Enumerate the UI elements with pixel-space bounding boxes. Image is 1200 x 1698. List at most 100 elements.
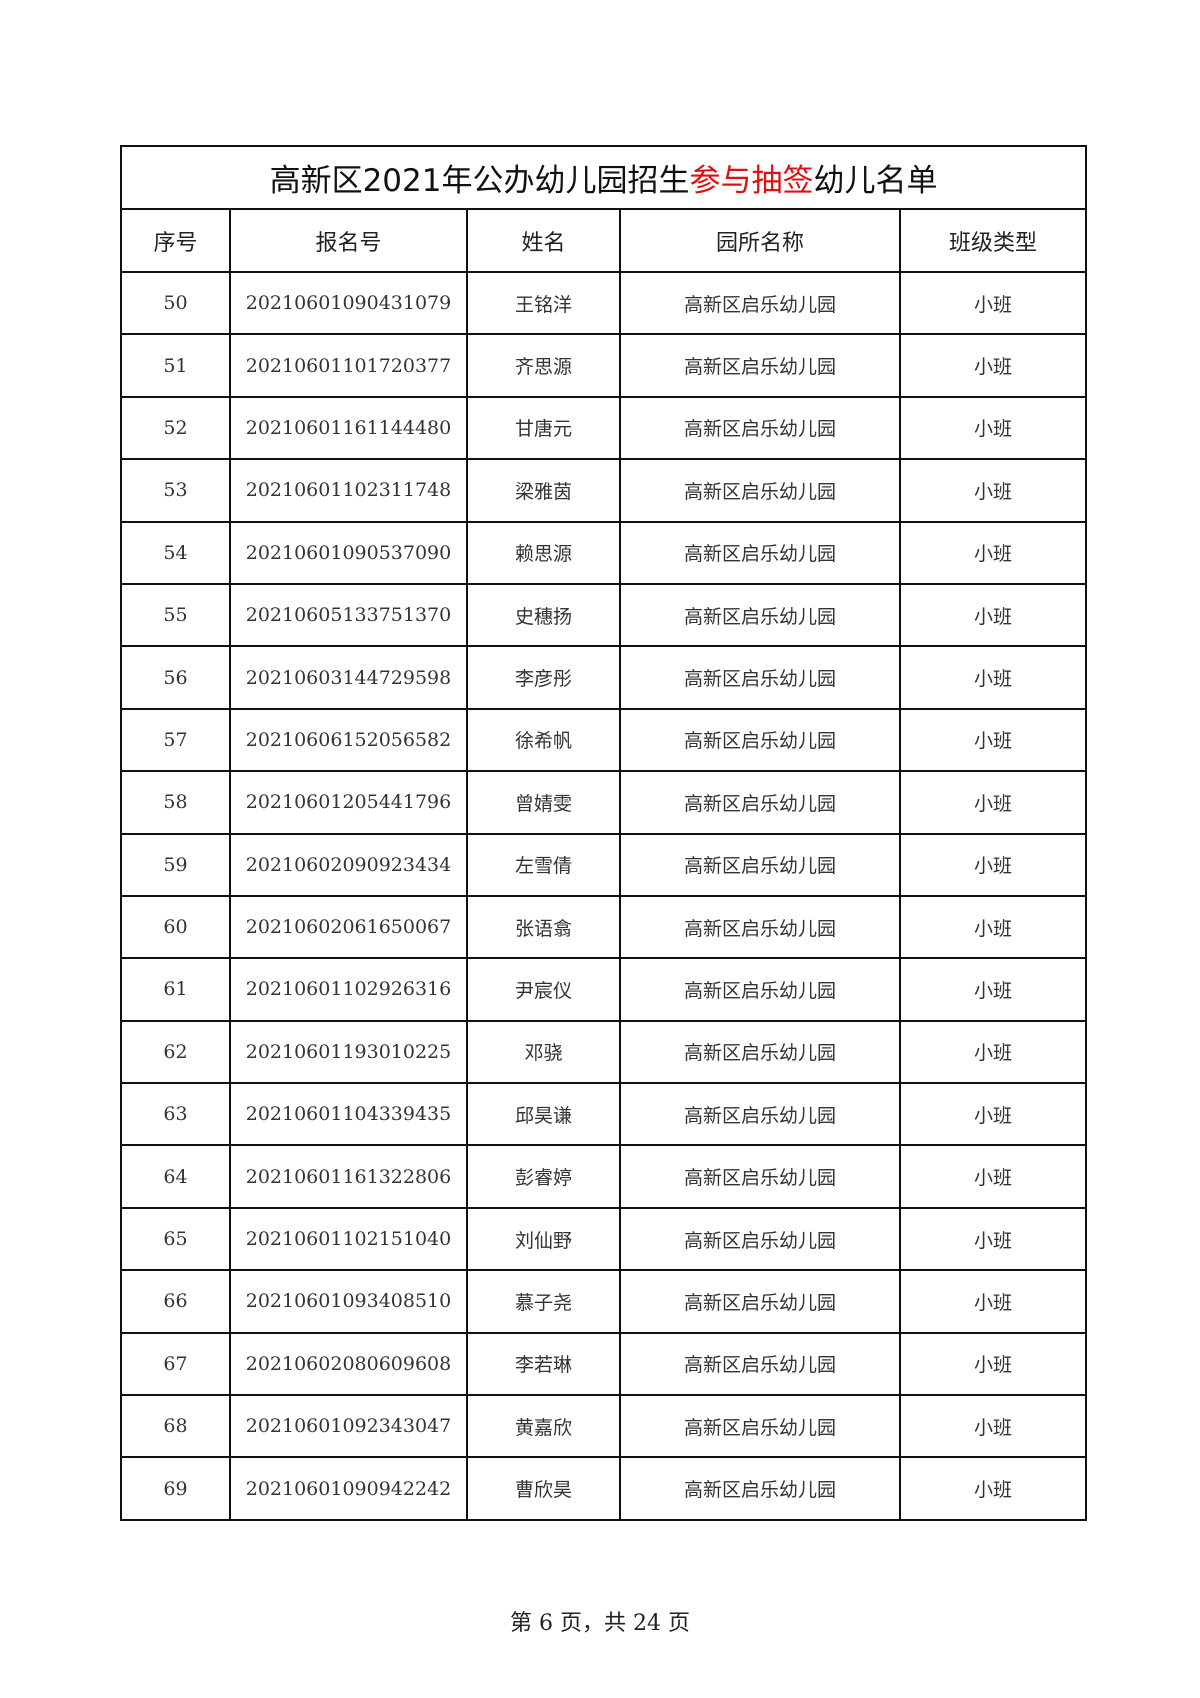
cell-reg-no: 20210601102926316 [229,957,468,1022]
cell-reg-no: 20210601101720377 [229,333,468,398]
cell-name: 赖思源 [466,520,621,585]
table-row: 59 20210602090923434 左雪倩 高新区启乐幼儿园 小班 [120,832,1088,897]
cell-index: 59 [120,832,231,897]
cell-kindergarten: 高新区启乐幼儿园 [619,1456,901,1521]
cell-class-type: 小班 [898,645,1088,710]
cell-index: 53 [120,458,231,523]
table-row: 53 20210601102311748 梁雅茵 高新区启乐幼儿园 小班 [120,458,1088,523]
cell-index: 65 [120,1206,231,1272]
cell-index: 54 [120,520,231,585]
cell-name: 彭睿婷 [466,1144,621,1209]
enrollment-table: 高新区2021年公办幼儿园招生参与抽签幼儿名单 序号 报名号 姓名 园所名称 班… [119,145,1088,1521]
cell-kindergarten: 高新区启乐幼儿园 [619,270,901,336]
cell-name: 尹宸仪 [466,957,621,1022]
cell-class-type: 小班 [898,894,1088,960]
table-row: 54 20210601090537090 赖思源 高新区启乐幼儿园 小班 [120,520,1088,585]
cell-index: 56 [120,645,231,710]
cell-kindergarten: 高新区启乐幼儿园 [619,1269,901,1334]
cell-reg-no: 20210602090923434 [229,832,468,897]
cell-kindergarten: 高新区启乐幼儿园 [619,395,901,461]
cell-index: 63 [120,1082,231,1147]
table-row: 69 20210601090942242 曹欣昊 高新区启乐幼儿园 小班 [120,1456,1088,1521]
cell-kindergarten: 高新区启乐幼儿园 [619,520,901,585]
table-row: 66 20210601093408510 慕子尧 高新区启乐幼儿园 小班 [120,1269,1088,1334]
cell-kindergarten: 高新区启乐幼儿园 [619,770,901,835]
cell-reg-no: 20210602061650067 [229,894,468,960]
cell-kindergarten: 高新区启乐幼儿园 [619,333,901,398]
table-row: 56 20210603144729598 李彦彤 高新区启乐幼儿园 小班 [120,645,1088,710]
cell-kindergarten: 高新区启乐幼儿园 [619,458,901,523]
cell-class-type: 小班 [898,1394,1088,1459]
cell-name: 慕子尧 [466,1269,621,1334]
cell-name: 刘仙野 [466,1206,621,1272]
cell-reg-no: 20210601104339435 [229,1082,468,1147]
cell-reg-no: 20210601161322806 [229,1144,468,1209]
cell-index: 64 [120,1144,231,1209]
cell-index: 61 [120,957,231,1022]
cell-name: 邓骁 [466,1019,621,1085]
cell-name: 齐思源 [466,333,621,398]
cell-reg-no: 20210605133751370 [229,582,468,648]
cell-name: 邱昊谦 [466,1082,621,1147]
cell-index: 52 [120,395,231,461]
cell-index: 58 [120,770,231,835]
cell-kindergarten: 高新区启乐幼儿园 [619,1082,901,1147]
cell-name: 曾婧雯 [466,770,621,835]
title-text-end: 幼儿名单 [813,163,938,199]
header-reg-no: 报名号 [229,208,468,273]
cell-kindergarten: 高新区启乐幼儿园 [619,1144,901,1209]
table-row: 65 20210601102151040 刘仙野 高新区启乐幼儿园 小班 [120,1206,1088,1272]
table-row: 68 20210601092343047 黄嘉欣 高新区启乐幼儿园 小班 [120,1394,1088,1459]
header-name: 姓名 [466,208,621,273]
cell-reg-no: 20210601090942242 [229,1456,468,1521]
cell-reg-no: 20210602080609608 [229,1331,468,1397]
table-row: 50 20210601090431079 王铭洋 高新区启乐幼儿园 小班 [120,270,1088,336]
header-kindergarten: 园所名称 [619,208,901,273]
title-text: 高新区2021年公办幼儿园招生 [269,163,690,199]
table-row: 61 20210601102926316 尹宸仪 高新区启乐幼儿园 小班 [120,957,1088,1022]
page-footer: 第 6 页，共 24 页 [510,1611,690,1636]
cell-class-type: 小班 [898,957,1088,1022]
cell-class-type: 小班 [898,832,1088,897]
cell-reg-no: 20210603144729598 [229,645,468,710]
cell-reg-no: 20210601090431079 [229,270,468,336]
cell-name: 李若琳 [466,1331,621,1397]
cell-class-type: 小班 [898,707,1088,773]
cell-index: 60 [120,894,231,960]
cell-kindergarten: 高新区启乐幼儿园 [619,957,901,1022]
cell-kindergarten: 高新区启乐幼儿园 [619,582,901,648]
title-highlight: 参与抽签 [689,163,814,199]
cell-class-type: 小班 [898,1082,1088,1147]
cell-index: 50 [120,270,231,336]
cell-name: 徐希帆 [466,707,621,773]
cell-name: 王铭洋 [466,270,621,336]
cell-kindergarten: 高新区启乐幼儿园 [619,645,901,710]
cell-reg-no: 20210601205441796 [229,770,468,835]
cell-reg-no: 20210601092343047 [229,1394,468,1459]
cell-name: 李彦彤 [466,645,621,710]
cell-index: 57 [120,707,231,773]
cell-name: 史穗扬 [466,582,621,648]
cell-reg-no: 20210601090537090 [229,520,468,585]
cell-class-type: 小班 [898,333,1088,398]
cell-class-type: 小班 [898,1144,1088,1209]
cell-class-type: 小班 [898,770,1088,835]
table-row: 51 20210601101720377 齐思源 高新区启乐幼儿园 小班 [120,333,1088,398]
cell-index: 55 [120,582,231,648]
cell-kindergarten: 高新区启乐幼儿园 [619,1394,901,1459]
table-row: 64 20210601161322806 彭睿婷 高新区启乐幼儿园 小班 [120,1144,1088,1209]
cell-name: 曹欣昊 [466,1456,621,1521]
cell-kindergarten: 高新区启乐幼儿园 [619,1019,901,1085]
cell-reg-no: 20210601102311748 [229,458,468,523]
table-row: 55 20210605133751370 史穗扬 高新区启乐幼儿园 小班 [120,582,1088,648]
cell-class-type: 小班 [898,458,1088,523]
table-row: 67 20210602080609608 李若琳 高新区启乐幼儿园 小班 [120,1331,1088,1397]
table-row: 60 20210602061650067 张语翕 高新区启乐幼儿园 小班 [120,894,1088,960]
cell-name: 梁雅茵 [466,458,621,523]
table-row: 62 20210601193010225 邓骁 高新区启乐幼儿园 小班 [120,1019,1088,1085]
header-class-type: 班级类型 [898,208,1088,273]
cell-reg-no: 20210601193010225 [229,1019,468,1085]
cell-class-type: 小班 [898,1456,1088,1521]
cell-reg-no: 20210601093408510 [229,1269,468,1334]
cell-index: 62 [120,1019,231,1085]
